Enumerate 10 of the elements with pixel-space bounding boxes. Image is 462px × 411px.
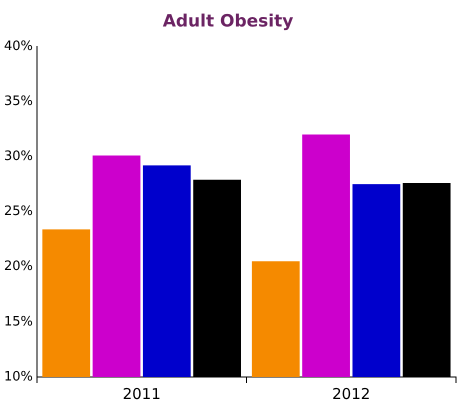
x-tick-label: 2012 [332, 384, 370, 403]
chart-title: Adult Obesity [162, 12, 294, 32]
y-tick-label: 35% [4, 94, 33, 109]
y-tick-label: 20% [4, 259, 33, 274]
y-tick-label: 40% [4, 38, 33, 54]
x-tick-label: 2011 [122, 384, 161, 403]
y-tick-label: 10% [4, 369, 33, 384]
y-tick-label: 25% [4, 204, 33, 220]
y-tick-label: 30% [4, 148, 33, 164]
y-tick-label: 15% [4, 314, 33, 330]
